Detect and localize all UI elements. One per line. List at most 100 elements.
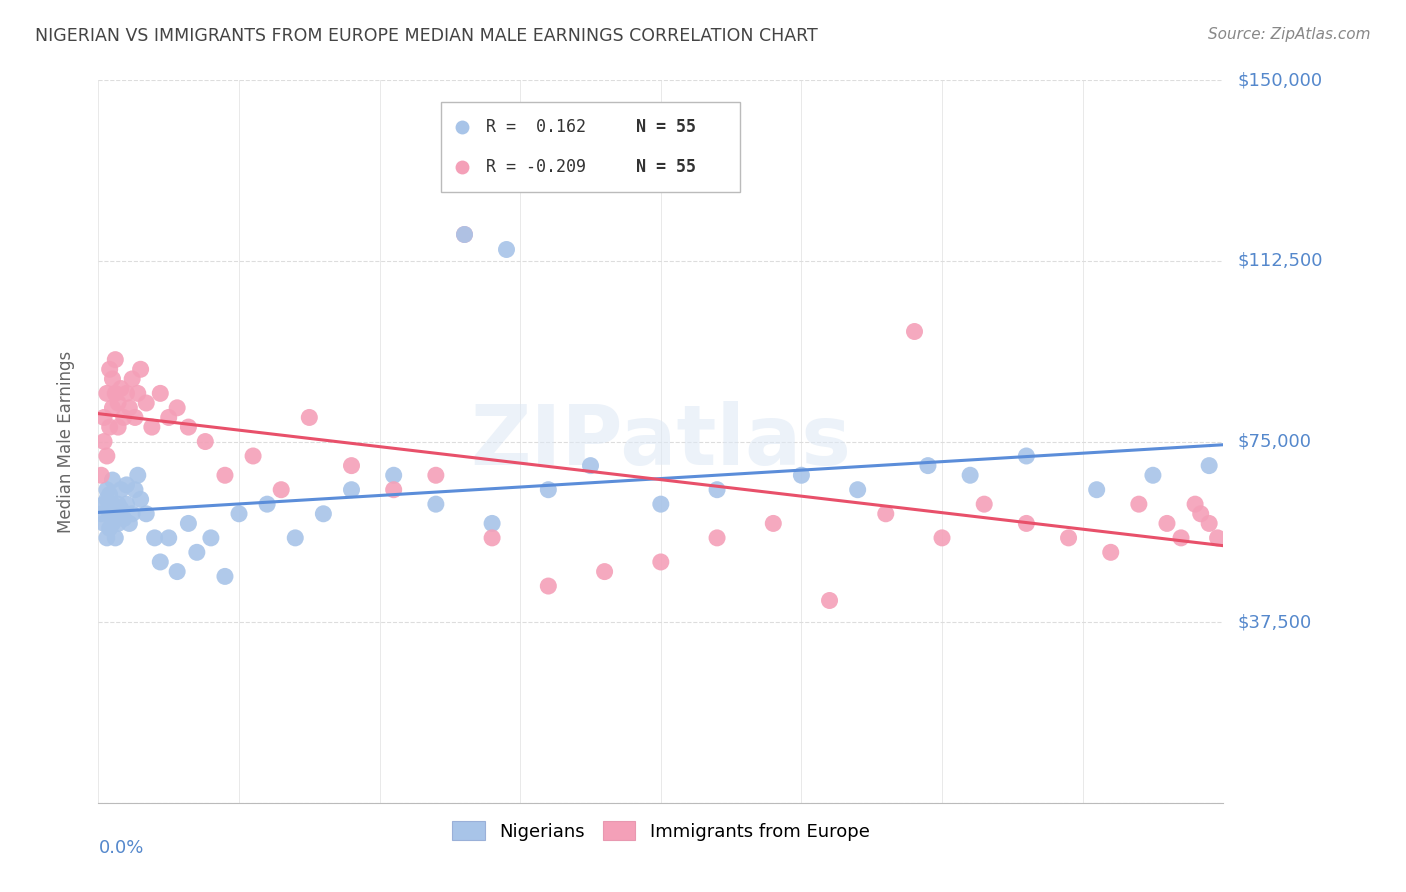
Point (1156, 516, 1178, 531)
Point (917, 458, 939, 473)
Text: R =  0.162: R = 0.162 (486, 119, 586, 136)
Point (107, 420, 129, 434)
Point (931, 531, 953, 545)
Point (127, 386, 149, 401)
Point (846, 483, 869, 497)
Point (157, 531, 180, 545)
Point (104, 352, 127, 367)
Point (149, 386, 172, 401)
Point (1184, 497, 1206, 511)
Point (706, 531, 728, 545)
Point (127, 468, 149, 483)
Point (129, 362, 152, 376)
Point (1015, 449, 1038, 463)
Point (425, 497, 447, 511)
Text: N = 55: N = 55 (636, 119, 696, 136)
Point (98, 521, 121, 535)
Point (495, 242, 517, 256)
Point (121, 507, 143, 521)
Point (1128, 497, 1150, 511)
Point (537, 579, 560, 593)
Point (1099, 545, 1122, 559)
Point (284, 531, 307, 545)
Point (166, 565, 188, 579)
Point (194, 434, 217, 449)
Point (382, 468, 405, 483)
Point (256, 497, 278, 511)
Point (650, 497, 672, 511)
Point (101, 372, 124, 386)
Point (453, 227, 475, 242)
Point (270, 483, 292, 497)
Point (312, 507, 335, 521)
Point (143, 531, 166, 545)
Point (115, 478, 138, 492)
Point (96, 531, 118, 545)
Point (228, 507, 250, 521)
Point (90, 507, 112, 521)
Text: N = 55: N = 55 (636, 158, 696, 176)
Point (242, 449, 264, 463)
Text: $150,000: $150,000 (1237, 71, 1322, 89)
Point (1015, 516, 1038, 531)
Point (107, 497, 129, 511)
Point (98, 507, 121, 521)
Point (200, 531, 222, 545)
Point (107, 516, 129, 531)
Point (1170, 531, 1192, 545)
Point (110, 382, 132, 396)
Point (115, 386, 138, 401)
Text: $75,000: $75,000 (1237, 433, 1312, 450)
Point (96, 483, 118, 497)
Point (104, 531, 127, 545)
FancyBboxPatch shape (441, 102, 740, 193)
Point (593, 565, 616, 579)
Point (104, 507, 127, 521)
Point (340, 458, 363, 473)
Point (110, 502, 132, 516)
Point (121, 372, 143, 386)
Point (177, 420, 200, 434)
Point (101, 516, 124, 531)
Point (93, 497, 115, 511)
Text: 0.0%: 0.0% (98, 838, 143, 857)
Point (112, 511, 135, 525)
Point (129, 492, 152, 507)
Point (98, 420, 121, 434)
Point (101, 401, 124, 415)
Point (96, 449, 118, 463)
Point (135, 507, 157, 521)
Text: NIGERIAN VS IMMIGRANTS FROM EUROPE MEDIAN MALE EARNINGS CORRELATION CHART: NIGERIAN VS IMMIGRANTS FROM EUROPE MEDIA… (35, 27, 818, 45)
Point (706, 483, 728, 497)
Point (818, 593, 841, 607)
Point (93, 434, 115, 449)
Point (110, 483, 132, 497)
Point (481, 516, 503, 531)
Point (579, 458, 602, 473)
Point (107, 396, 129, 410)
Point (903, 324, 925, 338)
Point (177, 516, 200, 531)
Point (1085, 483, 1108, 497)
Point (115, 497, 138, 511)
Point (1198, 516, 1220, 531)
Point (104, 386, 127, 401)
Point (96, 386, 118, 401)
Text: ZIPatlas: ZIPatlas (471, 401, 851, 482)
Point (98, 487, 121, 501)
Point (959, 468, 981, 483)
Point (1189, 507, 1212, 521)
Point (790, 468, 813, 483)
Point (101, 497, 124, 511)
Point (124, 483, 146, 497)
Point (186, 545, 208, 559)
Text: $37,500: $37,500 (1237, 613, 1312, 632)
Point (650, 555, 672, 569)
Text: $112,500: $112,500 (1237, 252, 1323, 270)
Point (1142, 468, 1164, 483)
Point (973, 497, 995, 511)
Y-axis label: Median Male Earnings: Median Male Earnings (56, 351, 75, 533)
Point (1198, 458, 1220, 473)
Point (875, 507, 897, 521)
Point (481, 531, 503, 545)
